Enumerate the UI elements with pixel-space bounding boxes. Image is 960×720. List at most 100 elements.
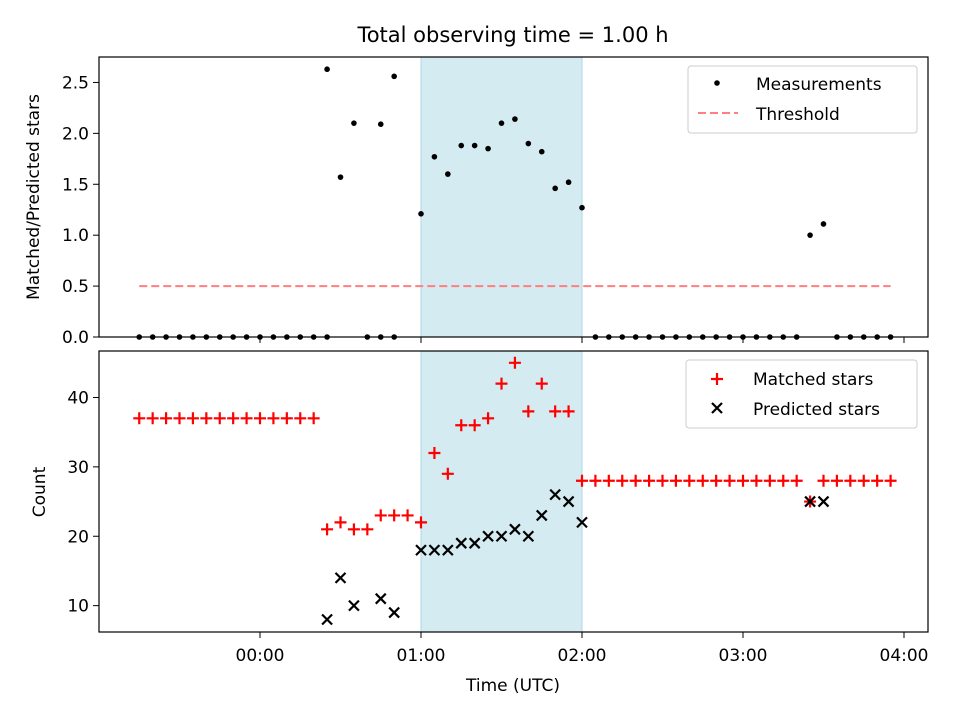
bottom-ylabel: Count [30, 466, 50, 517]
matched-point [616, 474, 629, 487]
predicted-point [576, 516, 588, 529]
measurement-point [418, 211, 424, 217]
matched-point [884, 474, 897, 487]
measurement-point [445, 171, 451, 177]
xtick-label: 02:00 [558, 646, 607, 666]
matched-point [441, 467, 454, 480]
bottom-legend-box [685, 359, 918, 429]
matched-point [777, 474, 790, 487]
predicted-point [374, 592, 387, 605]
legend-predicted-label: Predicted stars [753, 400, 880, 420]
matched-point [857, 474, 870, 487]
x-ticks: 00:00 01:00 02:00 03:00 04:00 [236, 337, 929, 666]
bottom-y-ticks: 10 20 30 40 [67, 388, 99, 617]
predicted-point [562, 495, 575, 508]
predicted-point [468, 537, 481, 549]
predicted-point [535, 509, 548, 522]
xtick-label: 01:00 [397, 646, 446, 666]
predicted-point [334, 572, 347, 584]
matched-point [213, 412, 226, 425]
legend-matched-label: Matched stars [753, 370, 873, 390]
bottom-shade [420, 350, 583, 633]
matched-point [549, 405, 562, 418]
bottom-ytick-label: 30 [67, 458, 89, 478]
matched-point [508, 356, 521, 369]
matched-point [428, 446, 441, 459]
xtick-label: 00:00 [236, 646, 285, 666]
predicted-point [509, 523, 521, 536]
predicted-point [415, 544, 427, 556]
matched-point [763, 474, 776, 487]
matched-point [468, 419, 481, 432]
predicted-point [321, 613, 333, 626]
legend-threshold-label: Threshold [755, 105, 840, 125]
xtick-label: 03:00 [719, 646, 768, 666]
top-frame [98, 56, 929, 338]
matched-point [388, 509, 401, 522]
matched-point [455, 419, 468, 432]
matched-point [871, 474, 884, 487]
measurement-point [351, 120, 357, 126]
matched-point [790, 474, 803, 487]
predicted-point [442, 544, 454, 556]
predicted-point [549, 488, 561, 501]
matched-point [186, 412, 199, 425]
predicted-point [804, 495, 816, 508]
matched-point [361, 523, 374, 536]
matched-point [844, 474, 857, 487]
matched-point [482, 412, 495, 425]
measurement-point [471, 142, 478, 149]
measurement-point [431, 153, 438, 160]
matched-point [643, 474, 656, 487]
matched-point [576, 474, 588, 487]
matched-point [294, 412, 307, 425]
top-legend: Measurements Threshold [687, 65, 918, 134]
predicted-point [428, 544, 441, 556]
matched-point [723, 474, 736, 487]
top-ytick-label: 1.0 [62, 226, 89, 246]
matched-point [562, 405, 575, 418]
measurement-point [337, 174, 344, 180]
matched-point [200, 412, 213, 425]
bottom-legend: Matched stars Predicted stars [685, 359, 918, 429]
top-legend-box [687, 65, 918, 134]
top-grid-ticks: 0.0 0.5 1.0 1.5 2.0 2.5 [62, 73, 99, 348]
measurement-point [512, 116, 518, 122]
matched-point [750, 474, 763, 487]
top-ytick-label: 2.0 [62, 124, 89, 144]
measurement-point [525, 140, 532, 147]
matched-point [830, 474, 843, 487]
matched-points [133, 356, 897, 536]
bottom-frame [98, 350, 929, 633]
x-axis-label: Time (UTC) [465, 676, 560, 696]
measurement-point [458, 142, 465, 149]
matched-point [146, 412, 159, 425]
measurement-point [485, 145, 491, 152]
predicted-point [522, 530, 535, 543]
matched-point [227, 412, 240, 425]
bottom-ytick-label: 10 [67, 597, 89, 617]
matched-point [629, 474, 642, 487]
matched-point [267, 412, 280, 425]
measurement-point [807, 232, 813, 238]
matched-point [817, 474, 830, 487]
measurement-point [391, 73, 397, 80]
matched-point [401, 509, 414, 522]
bottom-ytick-label: 40 [67, 388, 89, 408]
predicted-points [321, 488, 830, 626]
measurement-point [324, 66, 330, 73]
top-ytick-label: 0.0 [62, 328, 89, 348]
predicted-point [348, 599, 360, 612]
top-shade [420, 56, 583, 338]
matched-point [347, 523, 360, 536]
matched-point [535, 377, 548, 390]
measurement-point [498, 120, 505, 126]
measurement-points [136, 66, 894, 340]
chart-title: Total observing time = 1.00 h [356, 23, 668, 47]
predicted-point [388, 606, 400, 619]
matched-point [280, 412, 293, 425]
matched-point [374, 509, 387, 522]
measurement-point [552, 185, 558, 192]
xtick-label: 04:00 [880, 646, 929, 666]
